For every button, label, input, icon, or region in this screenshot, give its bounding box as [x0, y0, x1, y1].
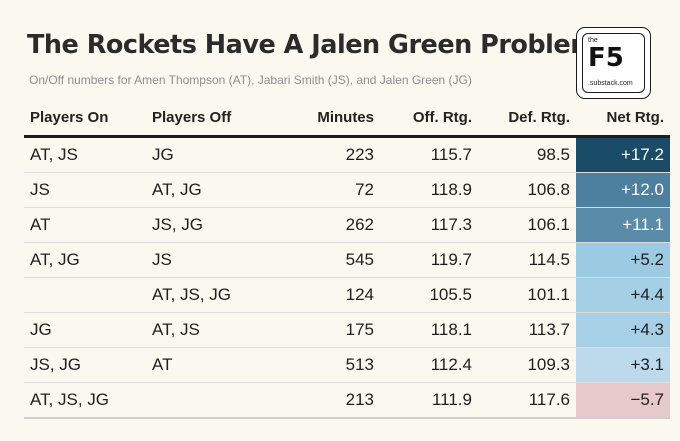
f5-logo[interactable]: the F5 .substack.com [576, 27, 651, 99]
cell-off-rtg: 112.4 [380, 347, 478, 383]
cell-def-rtg: 101.1 [478, 277, 576, 313]
header-off-rtg: Off. Rtg. [380, 99, 478, 138]
on-off-table: Players On Players Off Minutes Off. Rtg.… [24, 99, 670, 419]
logo-mark: F5 [588, 43, 624, 73]
table-row: AT JS, JG 262 117.3 106.1 +11.1 [24, 207, 670, 243]
cell-off-rtg: 118.1 [380, 312, 478, 348]
cell-net-rtg: −5.7 [576, 382, 670, 419]
cell-players-on: AT, JS [24, 136, 146, 173]
cell-net-rtg: +12.0 [576, 172, 670, 208]
cell-def-rtg: 98.5 [478, 136, 576, 173]
cell-off-rtg: 105.5 [380, 277, 478, 313]
header-players-on: Players On [24, 99, 146, 138]
cell-net-rtg: +4.4 [576, 277, 670, 313]
cell-def-rtg: 113.7 [478, 312, 576, 348]
header-players-off: Players Off [146, 99, 274, 138]
cell-players-on: JG [24, 312, 146, 348]
cell-def-rtg: 114.5 [478, 242, 576, 278]
cell-off-rtg: 118.9 [380, 172, 478, 208]
table-header-row: Players On Players Off Minutes Off. Rtg.… [24, 99, 670, 138]
cell-players-off: AT, JG [146, 172, 274, 208]
cell-def-rtg: 106.1 [478, 207, 576, 243]
cell-net-rtg: +17.2 [576, 136, 670, 173]
cell-net-rtg: +5.2 [576, 242, 670, 278]
cell-players-on: AT, JS, JG [24, 382, 146, 419]
cell-minutes: 175 [274, 312, 380, 348]
page-subtitle: On/Off numbers for Amen Thompson (AT), J… [29, 73, 472, 87]
cell-players-on: AT [24, 207, 146, 243]
cell-minutes: 262 [274, 207, 380, 243]
logo-frame: the F5 .substack.com [582, 33, 645, 93]
table-row: JS, JG AT 513 112.4 109.3 +3.1 [24, 347, 670, 383]
cell-players-off: JG [146, 136, 274, 173]
table-row: JS AT, JG 72 118.9 106.8 +12.0 [24, 172, 670, 208]
header-minutes: Minutes [274, 99, 380, 138]
cell-players-off: AT, JS, JG [146, 277, 274, 313]
cell-players-off: JS, JG [146, 207, 274, 243]
cell-off-rtg: 115.7 [380, 136, 478, 173]
logo-domain: .substack.com [588, 80, 633, 87]
table-row: AT, JS, JG 213 111.9 117.6 −5.7 [24, 382, 670, 419]
cell-def-rtg: 109.3 [478, 347, 576, 383]
page-title: The Rockets Have A Jalen Green Problem [27, 30, 597, 60]
cell-minutes: 513 [274, 347, 380, 383]
cell-minutes: 72 [274, 172, 380, 208]
cell-def-rtg: 117.6 [478, 382, 576, 419]
cell-net-rtg: +11.1 [576, 207, 670, 243]
table-row: AT, JG JS 545 119.7 114.5 +5.2 [24, 242, 670, 278]
table-body: AT, JS JG 223 115.7 98.5 +17.2 JS AT, JG 72 118.9… [24, 136, 670, 419]
logo-the-text: the [588, 37, 598, 44]
table-row: AT, JS, JG 124 105.5 101.1 +4.4 [24, 277, 670, 313]
table-row: JG AT, JS 175 118.1 113.7 +4.3 [24, 312, 670, 348]
cell-minutes: 545 [274, 242, 380, 278]
table-row: AT, JS JG 223 115.7 98.5 +17.2 [24, 136, 670, 173]
cell-players-off: AT [146, 347, 274, 383]
cell-def-rtg: 106.8 [478, 172, 576, 208]
header-net-rtg: Net Rtg. [576, 99, 670, 138]
cell-net-rtg: +3.1 [576, 347, 670, 383]
cell-players-off: JS [146, 242, 274, 278]
cell-players-on: JS, JG [24, 347, 146, 383]
cell-players-on: AT, JG [24, 242, 146, 278]
header-def-rtg: Def. Rtg. [478, 99, 576, 138]
cell-minutes: 223 [274, 136, 380, 173]
cell-players-off [146, 382, 274, 419]
cell-net-rtg: +4.3 [576, 312, 670, 348]
cell-players-on: JS [24, 172, 146, 208]
cell-off-rtg: 117.3 [380, 207, 478, 243]
cell-players-on [24, 277, 146, 313]
cell-players-off: AT, JS [146, 312, 274, 348]
cell-off-rtg: 119.7 [380, 242, 478, 278]
cell-minutes: 124 [274, 277, 380, 313]
cell-minutes: 213 [274, 382, 380, 419]
cell-off-rtg: 111.9 [380, 382, 478, 419]
